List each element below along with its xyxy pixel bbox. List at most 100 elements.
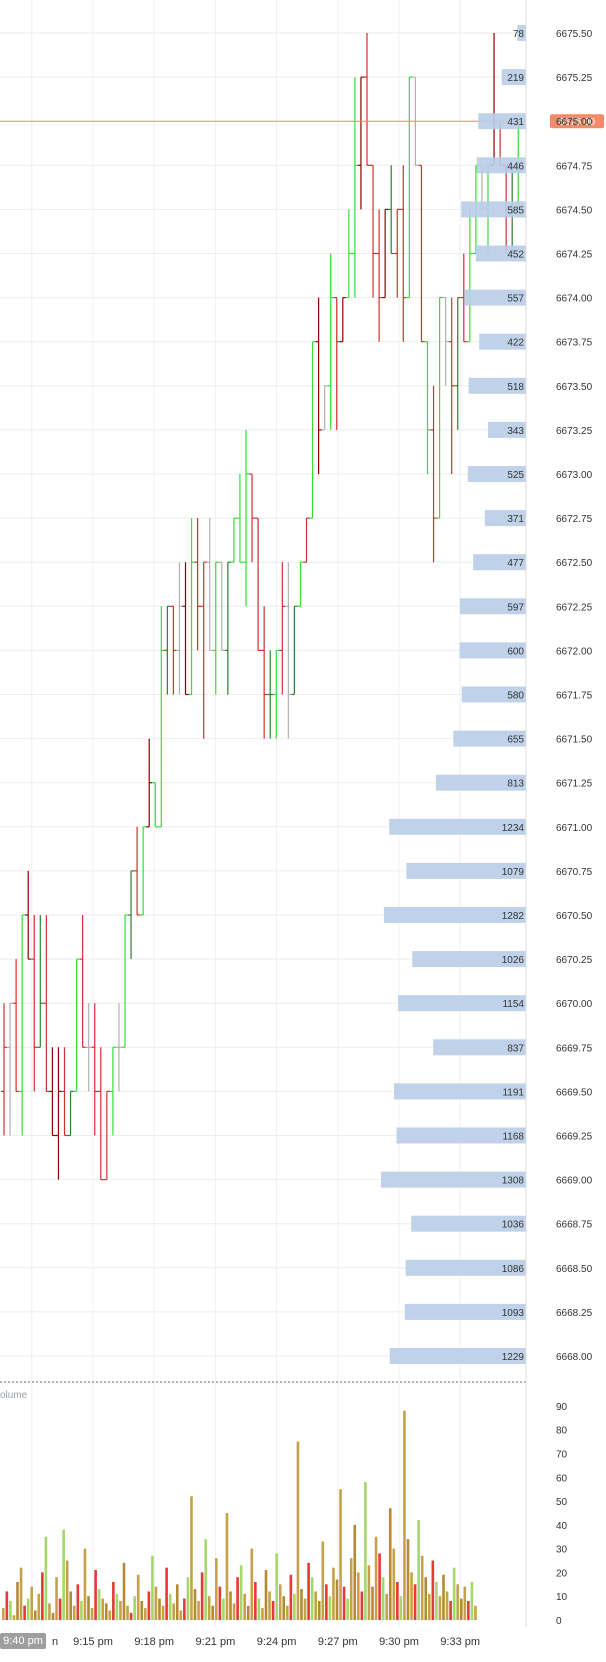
profile-value-label: 585 bbox=[507, 205, 524, 216]
candle bbox=[249, 473, 256, 563]
volume-bar bbox=[33, 1610, 37, 1620]
volume-bar bbox=[136, 1574, 140, 1620]
price-tick-label: 6675.25 bbox=[556, 73, 593, 84]
volume-bar bbox=[403, 1410, 406, 1620]
candle bbox=[79, 915, 86, 1048]
profile-bar bbox=[501, 69, 526, 86]
volume-bar bbox=[37, 1593, 41, 1620]
profile-bar bbox=[487, 421, 526, 438]
candle bbox=[176, 562, 183, 695]
candle bbox=[327, 253, 334, 430]
volume-bar bbox=[310, 1577, 314, 1620]
volume-bar bbox=[314, 1591, 317, 1620]
candle bbox=[31, 915, 38, 1092]
volume-bar bbox=[55, 1577, 58, 1620]
volume-bar bbox=[204, 1539, 207, 1620]
volume-bar bbox=[357, 1572, 360, 1620]
candle bbox=[345, 209, 352, 299]
price-tick-label: 6674.00 bbox=[556, 294, 593, 305]
volume-tick-label: 10 bbox=[556, 1592, 568, 1603]
price-tick-label: 6673.00 bbox=[556, 470, 593, 481]
volume-bar bbox=[239, 1565, 243, 1620]
x-tick-label: 9:27 pm bbox=[318, 1636, 358, 1648]
volume-bar bbox=[424, 1577, 428, 1620]
volume-bar bbox=[268, 1591, 271, 1620]
volume-bar bbox=[215, 1558, 218, 1620]
profile-bar bbox=[433, 1039, 526, 1056]
volume-bar bbox=[438, 1596, 442, 1620]
candle bbox=[267, 650, 274, 739]
candle bbox=[303, 517, 310, 563]
candle bbox=[430, 385, 437, 563]
current-price-badge bbox=[550, 114, 604, 129]
volume-tick-label: 50 bbox=[556, 1497, 568, 1508]
profile-bar bbox=[398, 995, 526, 1012]
volume-tick-label: 0 bbox=[556, 1616, 562, 1627]
candle bbox=[37, 915, 44, 1048]
profile-value-label: 78 bbox=[513, 29, 525, 40]
volume-bar bbox=[26, 1598, 30, 1620]
volume-bar bbox=[179, 1610, 183, 1620]
price-tick-label: 6670.50 bbox=[556, 911, 593, 922]
profile-value-label: 431 bbox=[507, 117, 524, 128]
volume-bar bbox=[126, 1605, 129, 1620]
candle bbox=[170, 605, 177, 695]
candle bbox=[364, 33, 370, 166]
profile-bar bbox=[484, 510, 526, 527]
volume-bar bbox=[254, 1581, 257, 1620]
volume-bar bbox=[225, 1512, 229, 1620]
candle bbox=[273, 649, 280, 739]
price-tick-label: 6671.75 bbox=[556, 691, 593, 702]
candle bbox=[7, 1002, 14, 1136]
volume-bar bbox=[2, 1608, 5, 1620]
volume-bar bbox=[374, 1536, 378, 1620]
volume-bar bbox=[90, 1608, 94, 1620]
volume-bar bbox=[165, 1567, 168, 1620]
candle bbox=[61, 1047, 68, 1137]
volume-bar bbox=[271, 1600, 275, 1620]
volume-profile: 78 6675.50 219 6675.25 431 6675.00 446 6674.75 5… bbox=[381, 25, 593, 1364]
profile-bar bbox=[435, 774, 526, 791]
volume-tick-label: 20 bbox=[556, 1568, 568, 1579]
candle bbox=[164, 605, 171, 695]
price-tick-label: 6670.00 bbox=[556, 999, 593, 1010]
candle bbox=[339, 297, 346, 343]
price-tick-label: 6668.25 bbox=[556, 1308, 593, 1319]
profile-value-label: 1093 bbox=[502, 1308, 525, 1319]
volume-bar bbox=[200, 1572, 204, 1620]
volume-bar bbox=[65, 1560, 69, 1620]
volume-tick-label: 80 bbox=[556, 1426, 568, 1437]
profile-value-label: 557 bbox=[507, 294, 524, 305]
profile-value-label: 580 bbox=[507, 691, 524, 702]
candle bbox=[109, 1046, 116, 1136]
candle bbox=[424, 341, 431, 474]
volume-tick-label: 70 bbox=[556, 1449, 568, 1460]
profile-value-label: 813 bbox=[507, 779, 524, 790]
volume-bar bbox=[367, 1565, 371, 1620]
price-tick-label: 6675.00 bbox=[556, 117, 593, 128]
volume-bar bbox=[222, 1598, 225, 1620]
candle bbox=[85, 1003, 92, 1092]
price-tick-label: 6672.75 bbox=[556, 514, 593, 525]
x-tick-label: 9:24 pm bbox=[257, 1636, 297, 1648]
volume-bar bbox=[104, 1603, 108, 1620]
volume-bar bbox=[332, 1567, 335, 1620]
candle bbox=[49, 1047, 56, 1137]
volume-bar bbox=[183, 1598, 186, 1620]
price-tick-label: 6669.75 bbox=[556, 1043, 593, 1054]
volume-bar bbox=[300, 1589, 303, 1620]
volume-bar bbox=[5, 1591, 9, 1620]
profile-bar bbox=[517, 25, 526, 41]
candle bbox=[224, 561, 231, 695]
candle bbox=[218, 561, 225, 652]
candle bbox=[134, 826, 141, 916]
candle bbox=[55, 1047, 62, 1180]
candle bbox=[351, 77, 358, 298]
x-tick-label: 9:18 pm bbox=[134, 1636, 174, 1648]
volume-bar bbox=[410, 1572, 413, 1620]
price-tick-label: 6669.50 bbox=[556, 1087, 593, 1098]
price-tick-label: 6668.50 bbox=[556, 1264, 593, 1275]
candle bbox=[146, 738, 153, 828]
